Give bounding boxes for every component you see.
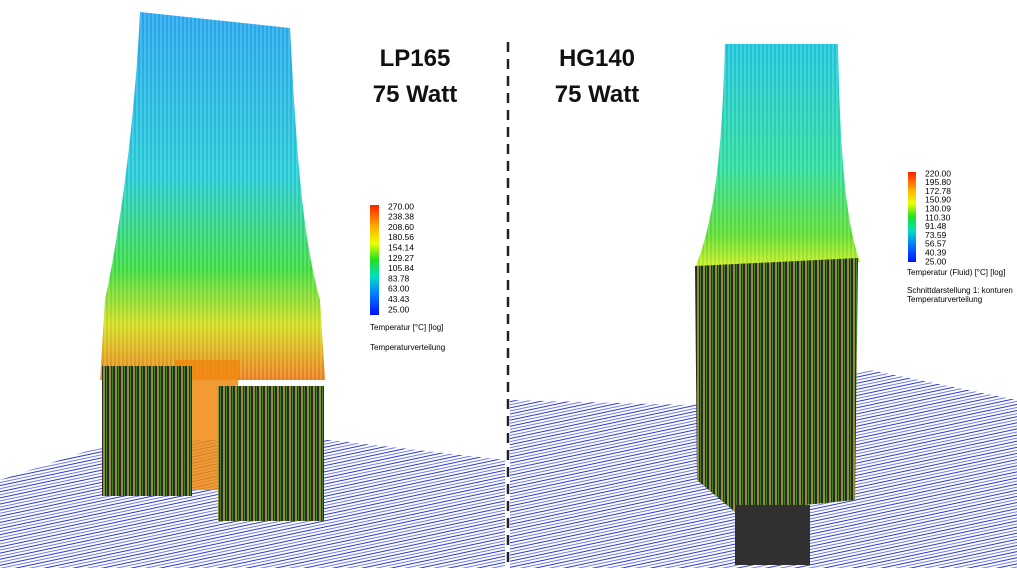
plume-streaks xyxy=(695,44,860,268)
legend-label: 25.00 xyxy=(388,304,410,314)
heatsink-base xyxy=(735,505,810,565)
legend-caption: Temperatur [°C] [log] xyxy=(370,323,443,332)
heatsink-fins xyxy=(218,386,324,521)
legend-label: 150.90 xyxy=(925,195,951,205)
legend-label: 208.60 xyxy=(388,222,414,232)
legend-label: 270.00 xyxy=(388,201,414,211)
legend-label: 91.48 xyxy=(925,221,947,231)
heatsink-fins xyxy=(102,366,192,496)
legend-label: 172.78 xyxy=(925,186,951,196)
legend-label: 63.00 xyxy=(388,284,410,294)
plume-streaks xyxy=(100,12,325,380)
power: 75 Watt xyxy=(373,81,457,108)
legend-label: 56.57 xyxy=(925,239,947,249)
legend-label: 220.00 xyxy=(925,168,951,178)
legend-note: Temperaturverteilung xyxy=(907,295,982,304)
legend-label: 129.27 xyxy=(388,253,414,263)
legend-label: 43.43 xyxy=(388,294,410,304)
legend-subcaption: Schnittdarstellung 1: konturen xyxy=(907,286,1013,295)
legend-label: 154.14 xyxy=(388,242,414,252)
colorbar xyxy=(370,205,379,315)
legend-caption: Temperatur (Fluid) [°C] [log] xyxy=(907,268,1005,277)
legend-label: 195.80 xyxy=(925,177,951,187)
legend-label: 110.30 xyxy=(925,212,951,222)
heatsink-fins xyxy=(695,258,858,512)
legend-label: 180.56 xyxy=(388,232,414,242)
legend-label: 40.39 xyxy=(925,247,947,257)
model-name: HG140 xyxy=(559,45,635,72)
legend-label: 25.00 xyxy=(925,256,947,266)
legend-label: 130.09 xyxy=(925,203,951,213)
legend-label: 105.84 xyxy=(388,263,414,273)
colorbar xyxy=(908,172,916,262)
legend-label: 83.78 xyxy=(388,273,410,283)
labels: LP165 75 Watt HG140 75 Watt Temperatur [… xyxy=(370,45,1013,352)
legend-note: Temperaturverteilung xyxy=(370,343,445,352)
legend-label: 73.59 xyxy=(925,230,947,240)
power: 75 Watt xyxy=(555,81,639,108)
model-name: LP165 xyxy=(380,45,451,72)
legend-label: 238.38 xyxy=(388,212,414,222)
